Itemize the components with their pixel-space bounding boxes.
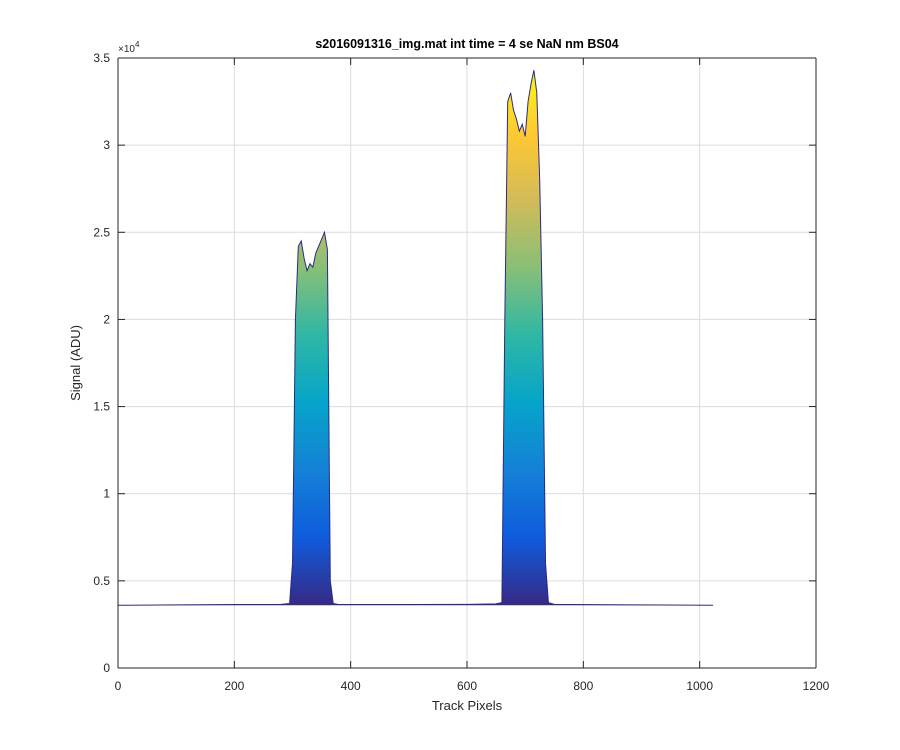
signal-line-series-1 [118, 70, 714, 606]
x-tick-label: 600 [457, 679, 477, 693]
x-axis-label: Track Pixels [432, 698, 503, 713]
y-tick-label: 3.5 [93, 51, 110, 65]
x-tick-label: 800 [573, 679, 593, 693]
x-tick-label: 1200 [803, 679, 830, 693]
x-tick-label: 0 [115, 679, 122, 693]
axis-ticks: 0 200 400 600 800 1000 1200 0 0.5 1 1.5 2 2.5 3 3.5 [93, 51, 829, 693]
y-multiplier-base: ×10 [118, 44, 135, 55]
chart-title: s2016091316_img.mat int time = 4 se NaN … [315, 37, 618, 51]
y-tick-label: 0.5 [93, 574, 110, 588]
y-tick-label: 2 [103, 312, 110, 326]
x-tick-label: 400 [341, 679, 361, 693]
y-axis-label: Signal (ADU) [68, 325, 83, 401]
y-tick-label: 1 [103, 487, 110, 501]
y-tick-label: 1.5 [93, 400, 110, 414]
y-multiplier-exponent: 4 [135, 40, 140, 49]
y-tick-label: 0 [103, 661, 110, 675]
grid-lines [118, 58, 816, 668]
y-axis-multiplier: ×104 [118, 40, 140, 55]
x-tick-label: 200 [224, 679, 244, 693]
y-tick-label: 3 [103, 138, 110, 152]
x-tick-label: 1000 [686, 679, 713, 693]
data-layer [118, 70, 714, 606]
y-tick-label: 2.5 [93, 225, 110, 239]
